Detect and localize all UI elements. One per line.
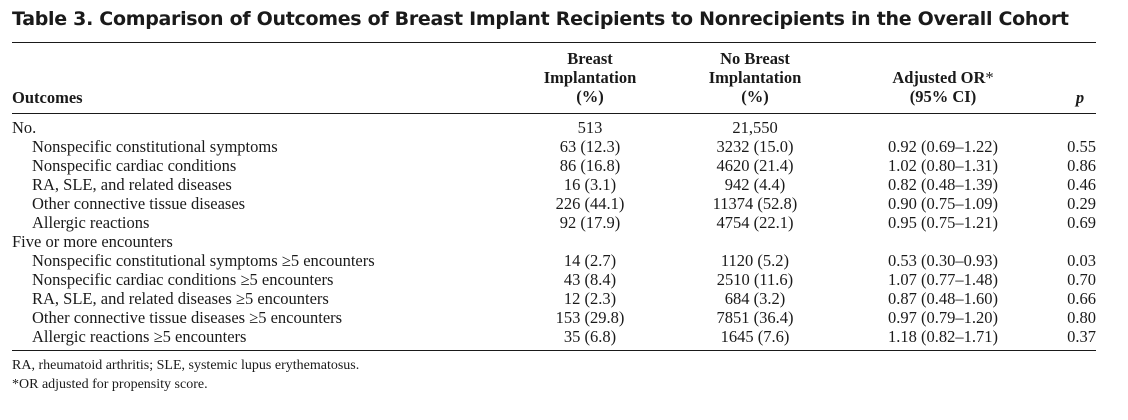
row-label: Nonspecific cardiac conditions ≥5 encoun… xyxy=(32,270,334,289)
table-row: Allergic reactions 92 (17.9) 4754 (22.1) 0.… xyxy=(0,213,1128,232)
header-rule xyxy=(12,113,1096,114)
cell-adjusted-or: 0.95 (0.75–1.21) xyxy=(888,213,998,232)
header-adjusted-or-line2: (95% CI) xyxy=(909,87,977,106)
cell-adjusted-or: 0.82 (0.48–1.39) xyxy=(888,175,998,194)
cell-no-breast-implantation: 3232 (15.0) xyxy=(716,137,794,156)
cell-breast-implantation: 86 (16.8) xyxy=(559,156,621,175)
footnote-abbreviations: RA, rheumatoid arthritis; SLE, systemic … xyxy=(12,358,360,373)
header-breast-implantation-line1: Breast xyxy=(567,49,613,68)
cell-p-value: 0.70 xyxy=(1067,270,1096,289)
cell-p-value: 0.69 xyxy=(1067,213,1096,232)
table-row: Other connective tissue diseases 226 (44.… xyxy=(0,194,1128,213)
row-label: RA, SLE, and related diseases xyxy=(32,175,232,194)
cell-no-breast-implantation: 1120 (5.2) xyxy=(720,251,790,270)
row-label: No. xyxy=(12,118,37,137)
header-adjusted-or-asterisk: * xyxy=(985,68,994,87)
row-label: Other connective tissue diseases ≥5 enco… xyxy=(32,308,343,327)
row-label: Nonspecific cardiac conditions xyxy=(32,156,237,175)
table-row: RA, SLE, and related diseases ≥5 encount… xyxy=(0,289,1128,308)
cell-adjusted-or: 0.97 (0.79–1.20) xyxy=(888,308,998,327)
cell-no-breast-implantation: 2510 (11.6) xyxy=(716,270,794,289)
header-adjusted-or-line1: Adjusted OR* xyxy=(868,68,1018,87)
bottom-rule xyxy=(12,350,1096,351)
table-row: Other connective tissue diseases ≥5 enco… xyxy=(0,308,1128,327)
cell-adjusted-or: 0.92 (0.69–1.22) xyxy=(888,137,998,156)
row-label: Allergic reactions xyxy=(32,213,150,232)
cell-no-breast-implantation: 11374 (52.8) xyxy=(712,194,798,213)
cell-adjusted-or: 0.87 (0.48–1.60) xyxy=(888,289,998,308)
cell-breast-implantation: 14 (2.7) xyxy=(563,251,617,270)
cell-breast-implantation: 92 (17.9) xyxy=(559,213,621,232)
cell-no-breast-implantation: 684 (3.2) xyxy=(724,289,786,308)
header-adjusted-or-text: Adjusted OR xyxy=(892,68,986,87)
cell-p-value: 0.03 xyxy=(1067,251,1096,270)
footnotes: RA, rheumatoid arthritis; SLE, systemic … xyxy=(12,356,359,394)
cell-p-value: 0.37 xyxy=(1067,327,1096,346)
cell-p-value: 0.46 xyxy=(1067,175,1096,194)
cell-no-breast-implantation: 1645 (7.6) xyxy=(720,327,790,346)
cell-no-breast-implantation: 4620 (21.4) xyxy=(716,156,794,175)
table-row: Nonspecific cardiac conditions ≥5 encoun… xyxy=(0,270,1128,289)
footnote-or-adjustment: *OR adjusted for propensity score. xyxy=(12,377,208,392)
cell-breast-implantation: 153 (29.8) xyxy=(555,308,625,327)
header-breast-implantation: Breast Implantation (%) xyxy=(530,49,650,106)
row-label: Other connective tissue diseases xyxy=(32,194,246,213)
table-row: Nonspecific cardiac conditions 86 (16.8) 4… xyxy=(0,156,1128,175)
cell-adjusted-or: 1.02 (0.80–1.31) xyxy=(888,156,998,175)
table-row: No. 513 21,550 xyxy=(0,118,1128,137)
row-label: Nonspecific constitutional symptoms ≥5 e… xyxy=(32,251,375,270)
table-row: Nonspecific constitutional symptoms ≥5 e… xyxy=(0,251,1128,270)
header-breast-implantation-line3: (%) xyxy=(576,87,604,106)
cell-adjusted-or: 0.90 (0.75–1.09) xyxy=(888,194,998,213)
cell-no-breast-implantation: 7851 (36.4) xyxy=(716,308,794,327)
header-p-value: p xyxy=(1075,88,1085,107)
cell-breast-implantation: 226 (44.1) xyxy=(555,194,625,213)
cell-p-value: 0.55 xyxy=(1067,137,1096,156)
header-no-breast-implantation-line2: Implantation xyxy=(708,68,802,87)
row-label: Nonspecific constitutional symptoms xyxy=(32,137,278,156)
header-adjusted-or: Adjusted OR* (95% CI) xyxy=(868,68,1018,106)
row-label: Five or more encounters xyxy=(12,232,173,251)
cell-breast-implantation: 12 (2.3) xyxy=(563,289,617,308)
cell-no-breast-implantation: 4754 (22.1) xyxy=(716,213,794,232)
cell-p-value: 0.29 xyxy=(1067,194,1096,213)
table-row: Allergic reactions ≥5 encounters 35 (6.8)… xyxy=(0,327,1128,346)
cell-adjusted-or: 1.07 (0.77–1.48) xyxy=(888,270,998,289)
table-row: Nonspecific constitutional symptoms 63 (1… xyxy=(0,137,1128,156)
cell-p-value: 0.66 xyxy=(1067,289,1096,308)
header-no-breast-implantation: No Breast Implantation (%) xyxy=(690,49,820,106)
header-no-breast-implantation-line1: No Breast xyxy=(720,49,790,68)
header-outcomes: Outcomes xyxy=(12,88,83,107)
cell-no-breast-implantation: 942 (4.4) xyxy=(724,175,786,194)
top-rule xyxy=(12,42,1096,43)
header-breast-implantation-line2: Implantation xyxy=(543,68,637,87)
table-row: Five or more encounters xyxy=(0,232,1128,251)
cell-breast-implantation: 16 (3.1) xyxy=(563,175,617,194)
cell-p-value: 0.86 xyxy=(1067,156,1096,175)
table-row: RA, SLE, and related diseases 16 (3.1) 942… xyxy=(0,175,1128,194)
table-title: Table 3. Comparison of Outcomes of Breas… xyxy=(12,8,1069,30)
header-no-breast-implantation-line3: (%) xyxy=(741,87,769,106)
cell-breast-implantation: 513 xyxy=(577,118,603,137)
cell-breast-implantation: 35 (6.8) xyxy=(563,327,617,346)
cell-adjusted-or: 1.18 (0.82–1.71) xyxy=(888,327,998,346)
row-label: Allergic reactions ≥5 encounters xyxy=(32,327,247,346)
cell-breast-implantation: 63 (12.3) xyxy=(559,137,621,156)
row-label: RA, SLE, and related diseases ≥5 encount… xyxy=(32,289,329,308)
table-body: No. 513 21,550 Nonspecific constitutional s… xyxy=(0,118,1128,346)
cell-no-breast-implantation: 21,550 xyxy=(732,118,778,137)
cell-adjusted-or: 0.53 (0.30–0.93) xyxy=(888,251,998,270)
cell-breast-implantation: 43 (8.4) xyxy=(563,270,617,289)
cell-p-value: 0.80 xyxy=(1067,308,1096,327)
